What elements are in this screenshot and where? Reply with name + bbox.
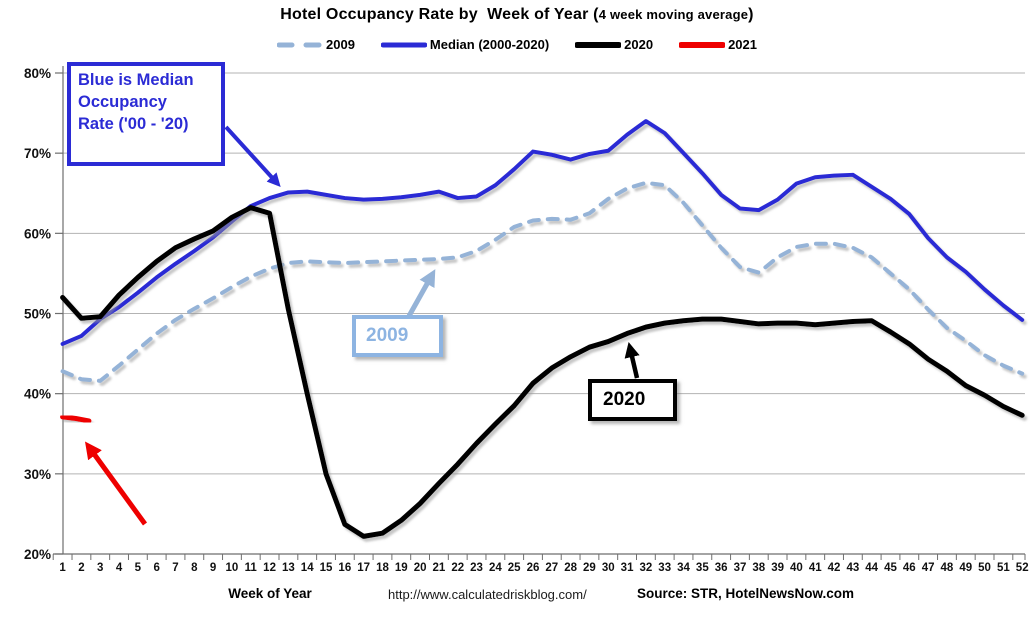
x-tick-label: 26 — [527, 562, 540, 574]
x-tick-label: 2 — [78, 562, 84, 574]
x-tick-label: 32 — [639, 562, 652, 574]
x-tick-label: 13 — [282, 562, 295, 574]
x-tick-label: 44 — [865, 562, 878, 574]
legend-sample-2020-line — [575, 41, 622, 48]
annotation-median-note-line2: Occupancy — [78, 92, 167, 111]
legend-item-median: Median (2000-2020) — [380, 37, 550, 52]
legend-item-2009: 2009 — [277, 37, 355, 52]
x-tick-label: 39 — [771, 562, 784, 574]
series-line-2020 — [60, 205, 1025, 539]
x-tick-label: 9 — [210, 562, 216, 574]
x-tick-label: 45 — [884, 562, 897, 574]
chart-title: Hotel Occupancy Rate by Week of Year (4 … — [0, 6, 1034, 24]
series-line-2021 — [60, 414, 92, 424]
x-tick-label: 34 — [677, 562, 690, 574]
x-tick-label: 47 — [922, 562, 935, 574]
x-tick-label: 29 — [583, 562, 596, 574]
x-tick-label: 33 — [658, 562, 671, 574]
series-line-2009 — [60, 180, 1025, 383]
y-tick-label: 30% — [24, 467, 51, 482]
y-tick-label: 60% — [24, 226, 51, 241]
x-axis-title: Week of Year — [228, 586, 312, 601]
x-tick-label: 14 — [301, 562, 314, 574]
x-tick-label: 36 — [715, 562, 728, 574]
x-tick-label: 6 — [153, 562, 159, 574]
legend: 2009 Median (2000-2020) 2020 2021 — [0, 37, 1034, 52]
annotation-median-note-line1: Blue is Median — [78, 71, 194, 89]
x-tick-label: 48 — [941, 562, 954, 574]
x-tick-label: 4 — [116, 562, 123, 574]
x-tick-label: 18 — [376, 562, 389, 574]
legend-label-2009: 2009 — [326, 37, 355, 52]
x-tick-label: 17 — [357, 562, 370, 574]
x-tick-label: 12 — [263, 562, 276, 574]
x-tick-label: 42 — [828, 562, 841, 574]
footer-source-text: Source: STR, HotelNewsNow.com — [637, 586, 855, 601]
x-tick-label: 7 — [172, 562, 178, 574]
annotation-2020-box: 2020 — [588, 379, 677, 421]
x-tick-label: 16 — [338, 562, 351, 574]
x-tick-label: 49 — [959, 562, 972, 574]
x-tick-label: 46 — [903, 562, 916, 574]
x-tick-label: 3 — [97, 562, 103, 574]
x-tick-label: 27 — [545, 562, 558, 574]
x-tick-label: 30 — [602, 562, 615, 574]
legend-label-2020: 2020 — [624, 37, 654, 52]
annotation-2009-box: 2009 — [352, 315, 443, 357]
legend-item-2021: 2021 — [679, 37, 757, 52]
x-tick-label: 41 — [809, 562, 822, 574]
x-tick-label: 11 — [245, 562, 258, 574]
x-tick-label: 19 — [395, 562, 408, 574]
chart-title-close: ) — [748, 6, 754, 23]
annotation-median-note: Blue is Median Occupancy Rate ('00 - '20… — [67, 62, 225, 166]
x-tick-label: 1 — [59, 562, 66, 574]
x-tick-label: 23 — [470, 562, 483, 574]
x-tick-label: 21 — [433, 562, 446, 574]
legend-sample-2009-dashed-line — [277, 42, 323, 47]
legend-item-2020: 2020 — [575, 37, 653, 52]
x-tick-label: 22 — [451, 562, 464, 574]
series-line-median-2000-2020- — [60, 119, 1025, 346]
x-tick-label: 37 — [734, 562, 747, 574]
y-tick-label: 40% — [24, 387, 51, 402]
annotation-median-note-line3: Rate ('00 - '20) — [78, 114, 189, 133]
x-tick-label: 28 — [564, 562, 577, 574]
x-tick-label: 5 — [135, 562, 142, 574]
annotation-2021-arrow — [85, 441, 148, 526]
annotation-2020-arrow — [624, 342, 640, 379]
x-tick-label: 51 — [997, 562, 1010, 574]
legend-label-2021: 2021 — [728, 37, 757, 52]
x-tick-label: 24 — [489, 562, 502, 574]
x-tick-label: 50 — [978, 562, 991, 574]
x-tick-label: 43 — [846, 562, 859, 574]
chart-title-sub: 4 week moving average — [598, 7, 749, 22]
x-tick-label: 35 — [696, 562, 709, 574]
x-tick-label: 25 — [508, 562, 521, 574]
y-tick-label: 50% — [24, 307, 51, 322]
x-tick-label: 8 — [191, 562, 198, 574]
x-tick-label: 15 — [320, 562, 333, 574]
y-tick-label: 70% — [24, 146, 51, 161]
legend-label-median: Median (2000-2020) — [429, 37, 550, 52]
legend-sample-2021-line — [679, 41, 726, 48]
x-tick-label: 31 — [621, 562, 634, 574]
x-tick-label: 52 — [1016, 562, 1029, 574]
x-tick-label: 40 — [790, 562, 803, 574]
annotation-2009-arrow — [406, 269, 436, 318]
x-tick-label: 38 — [752, 562, 765, 574]
x-tick-label: 20 — [414, 562, 427, 574]
y-tick-label: 20% — [24, 547, 51, 562]
footer-url-text: http://www.calculatedriskblog.com/ — [388, 587, 587, 602]
y-tick-label: 80% — [24, 66, 51, 81]
chart-title-main: Hotel Occupancy Rate by Week of Year ( — [280, 6, 599, 23]
legend-sample-median-line — [380, 42, 427, 47]
x-tick-label: 10 — [226, 562, 239, 574]
median-note-arrow — [224, 125, 281, 188]
